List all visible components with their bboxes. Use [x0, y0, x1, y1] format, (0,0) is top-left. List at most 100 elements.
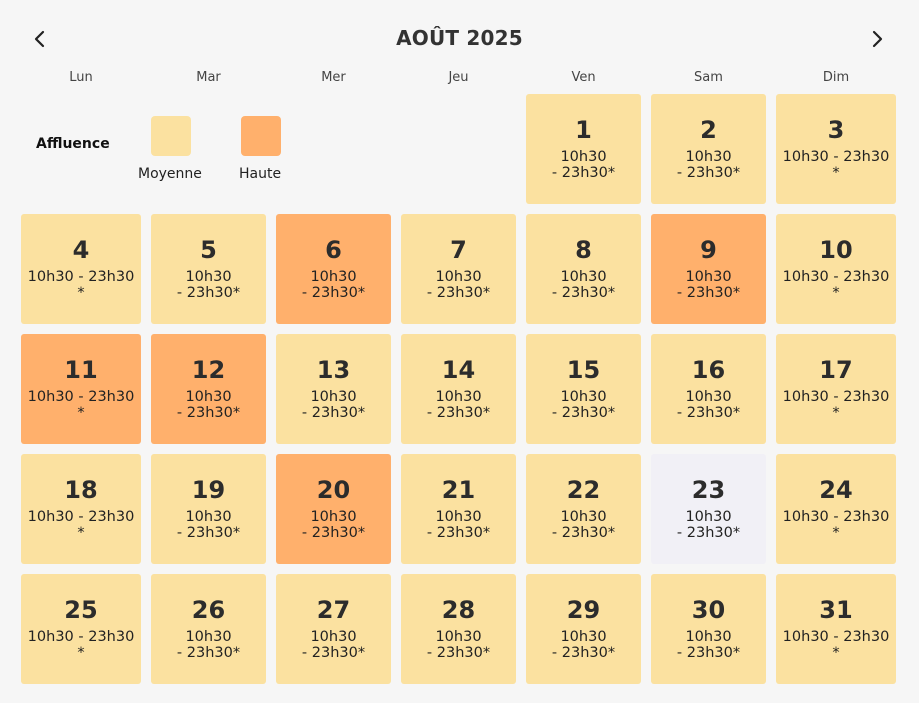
weekday-label: Ven	[571, 70, 596, 85]
day-hours: 10h30 - 23h30*	[551, 509, 616, 541]
day-hours: 10h30 - 23h30 *	[27, 389, 135, 421]
day-hours: 10h30 - 23h30 *	[782, 509, 890, 541]
day-cell[interactable]: 23 10h30 - 23h30*	[651, 454, 766, 564]
day-cell[interactable]: 15 10h30 - 23h30*	[526, 334, 641, 444]
day-number: 21	[441, 476, 476, 504]
day-number: 15	[566, 356, 601, 384]
day-number: 13	[316, 356, 351, 384]
day-number: 12	[191, 356, 226, 384]
day-number: 8	[575, 236, 592, 264]
day-number: 4	[72, 236, 90, 264]
day-cell[interactable]: 16 10h30 - 23h30*	[651, 334, 766, 444]
day-cell[interactable]: 11 10h30 - 23h30 *	[21, 334, 141, 444]
day-number: 19	[191, 476, 226, 504]
day-hours: 10h30 - 23h30*	[176, 509, 241, 541]
day-cell[interactable]: 25 10h30 - 23h30 *	[21, 574, 141, 684]
day-number: 16	[691, 356, 726, 384]
day-cell[interactable]: 5 10h30 - 23h30*	[151, 214, 266, 324]
day-cell[interactable]: 18 10h30 - 23h30 *	[21, 454, 141, 564]
day-cell[interactable]: 7 10h30 - 23h30*	[401, 214, 516, 324]
day-number: 31	[819, 596, 853, 624]
day-number: 20	[316, 476, 351, 504]
day-hours: 10h30 - 23h30*	[551, 149, 616, 181]
day-cell[interactable]: 31 10h30 - 23h30 *	[776, 574, 896, 684]
day-number: 10	[819, 236, 853, 264]
day-number: 5	[200, 236, 217, 264]
day-hours: 10h30 - 23h30*	[551, 389, 616, 421]
day-hours: 10h30 - 23h30 *	[27, 269, 135, 301]
day-hours: 10h30 - 23h30*	[676, 629, 741, 661]
day-cell[interactable]: 24 10h30 - 23h30 *	[776, 454, 896, 564]
day-cell[interactable]: 10 10h30 - 23h30 *	[776, 214, 896, 324]
weekday-label: Dim	[822, 70, 850, 85]
day-hours: 10h30 - 23h30*	[426, 269, 491, 301]
affluence-legend: Affluence Moyenne Haute	[20, 94, 390, 204]
day-number: 9	[700, 236, 717, 264]
day-cell[interactable]: 20 10h30 - 23h30*	[276, 454, 391, 564]
day-cell[interactable]: 14 10h30 - 23h30*	[401, 334, 516, 444]
weekday-label: Mer	[321, 70, 346, 85]
day-cell[interactable]: 12 10h30 - 23h30*	[151, 334, 266, 444]
day-cell[interactable]: 27 10h30 - 23h30*	[276, 574, 391, 684]
day-cell[interactable]: 22 10h30 - 23h30*	[526, 454, 641, 564]
weekday-label: Sam	[694, 70, 723, 85]
day-cell[interactable]: 1 10h30 - 23h30*	[526, 94, 641, 204]
day-number: 26	[191, 596, 226, 624]
weekday-label: Lun	[69, 70, 93, 85]
chevron-right-icon	[872, 30, 883, 48]
day-hours: 10h30 - 23h30 *	[782, 629, 890, 661]
day-number: 22	[566, 476, 601, 504]
day-hours: 10h30 - 23h30*	[426, 629, 491, 661]
day-number: 3	[827, 116, 845, 144]
day-cell[interactable]: 17 10h30 - 23h30 *	[776, 334, 896, 444]
day-hours: 10h30 - 23h30*	[301, 269, 366, 301]
day-number: 23	[691, 476, 726, 504]
prev-month-button[interactable]	[25, 24, 55, 54]
legend-swatch-moyenne	[151, 116, 191, 156]
day-cell[interactable]: 28 10h30 - 23h30*	[401, 574, 516, 684]
day-hours: 10h30 - 23h30 *	[27, 629, 135, 661]
day-number: 30	[691, 596, 726, 624]
legend-label-haute: Haute	[239, 166, 282, 182]
day-cell[interactable]: 13 10h30 - 23h30*	[276, 334, 391, 444]
day-hours: 10h30 - 23h30*	[676, 269, 741, 301]
day-cell[interactable]: 2 10h30 - 23h30*	[651, 94, 766, 204]
day-cell[interactable]: 4 10h30 - 23h30 *	[21, 214, 141, 324]
day-hours: 10h30 - 23h30*	[301, 629, 366, 661]
day-number: 28	[441, 596, 476, 624]
day-hours: 10h30 - 23h30*	[301, 389, 366, 421]
day-cell[interactable]: 6 10h30 - 23h30*	[276, 214, 391, 324]
day-cell[interactable]: 3 10h30 - 23h30 *	[776, 94, 896, 204]
legend-label-moyenne: Moyenne	[138, 166, 202, 182]
day-cell[interactable]: 30 10h30 - 23h30*	[651, 574, 766, 684]
day-hours: 10h30 - 23h30*	[176, 389, 241, 421]
day-cell[interactable]: 19 10h30 - 23h30*	[151, 454, 266, 564]
day-cell[interactable]: 29 10h30 - 23h30*	[526, 574, 641, 684]
day-hours: 10h30 - 23h30*	[301, 509, 366, 541]
day-number: 6	[325, 236, 342, 264]
day-hours: 10h30 - 23h30*	[176, 269, 241, 301]
day-number: 24	[819, 476, 853, 504]
next-month-button[interactable]	[862, 24, 892, 54]
day-hours: 10h30 - 23h30*	[551, 629, 616, 661]
day-number: 27	[316, 596, 351, 624]
day-hours: 10h30 - 23h30*	[676, 149, 741, 181]
day-number: 11	[64, 356, 98, 384]
day-number: 17	[819, 356, 853, 384]
legend-swatch-haute	[241, 116, 281, 156]
day-hours: 10h30 - 23h30*	[676, 389, 741, 421]
day-number: 14	[441, 356, 476, 384]
day-cell[interactable]: 21 10h30 - 23h30*	[401, 454, 516, 564]
day-cell[interactable]: 8 10h30 - 23h30*	[526, 214, 641, 324]
day-hours: 10h30 - 23h30*	[426, 389, 491, 421]
day-hours: 10h30 - 23h30 *	[782, 389, 890, 421]
calendar-header: AOÛT 2025	[0, 0, 919, 78]
day-number: 2	[700, 116, 717, 144]
day-hours: 10h30 - 23h30*	[551, 269, 616, 301]
day-cell[interactable]: 26 10h30 - 23h30*	[151, 574, 266, 684]
day-number: 7	[450, 236, 467, 264]
day-hours: 10h30 - 23h30 *	[782, 269, 890, 301]
day-cell[interactable]: 9 10h30 - 23h30*	[651, 214, 766, 324]
day-number: 18	[64, 476, 98, 504]
weekday-header-row: Lun Mar Mer Jeu Ven Sam Dim	[0, 70, 919, 88]
